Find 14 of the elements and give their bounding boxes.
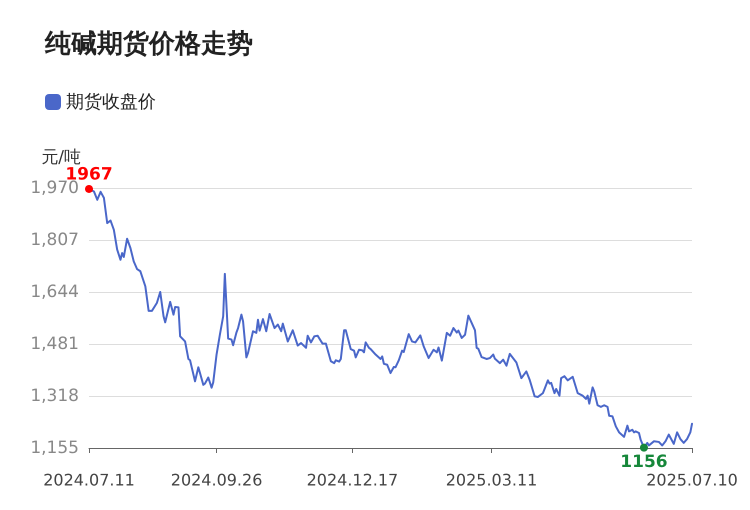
x-tick-label: 2025.03.11 (446, 470, 538, 490)
y-axis-title: 元/吨 (41, 148, 81, 168)
x-tick-label: 2024.07.11 (43, 470, 135, 490)
y-tick-label: 1,318 (30, 386, 79, 406)
x-tick-label: 2024.09.26 (170, 470, 262, 490)
chart-title: 纯碱期货价格走势 (44, 29, 253, 59)
legend-label: 期货收盘价 (66, 92, 156, 112)
y-tick-label: 1,644 (30, 282, 79, 302)
x-tick-label: 2024.12.17 (306, 470, 398, 490)
y-tick-label: 1,155 (30, 438, 79, 458)
y-tick-label: 1,807 (30, 230, 79, 250)
annotation: 1156 (620, 452, 668, 472)
y-tick-label: 1,481 (30, 334, 79, 354)
x-tick-label: 2025.07.10 (646, 470, 738, 490)
